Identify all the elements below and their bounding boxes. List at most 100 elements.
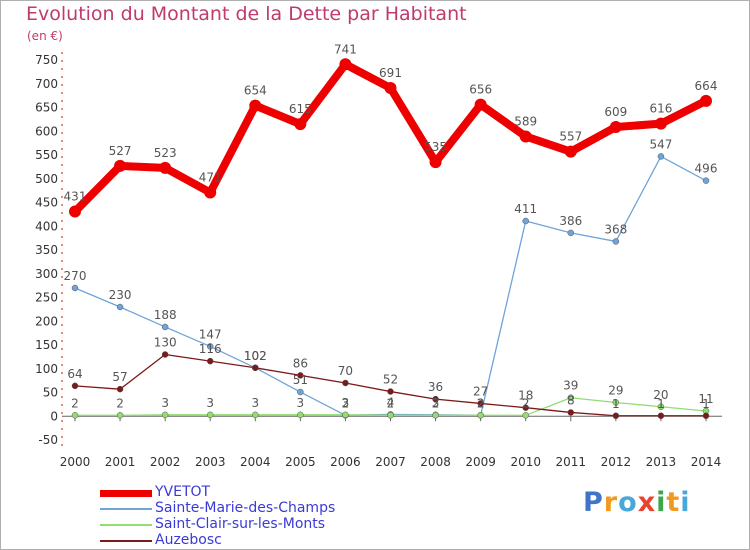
legend-label-saint-clair: Saint-Clair-sur-les-Monts [155,516,326,532]
data-point-auzebosc [297,372,304,379]
y-tick-label: 500 [35,172,58,186]
x-tick-label: 2012 [601,455,632,469]
data-label-sainte-marie-des-champs: 386 [559,214,582,228]
data-label-auzebosc: 52 [383,373,398,387]
y-tick-label: 750 [35,53,58,67]
data-point-sainte-marie-des-champs [567,229,575,237]
legend-swatch-yvetot [100,490,152,497]
data-label-auzebosc: 1 [657,397,665,411]
brand-letter: r [603,487,619,518]
y-tick-label: 350 [35,243,58,257]
y-tick-label: 650 [35,101,58,115]
data-label-sainte-marie-des-champs: 547 [649,137,672,151]
data-label-auzebosc: 1 [702,397,710,411]
data-label-auzebosc: 8 [567,393,575,407]
x-tick-label: 2008 [420,455,451,469]
data-point-saint-clair-sur-les-monts [342,411,349,419]
data-label-yvetot: 615 [289,102,312,116]
data-label-sainte-marie-des-champs: 4 [387,395,395,409]
data-label-saint-clair-sur-les-monts: 3 [297,396,305,410]
data-point-sainte-marie-des-champs [657,153,665,160]
brand-letter: i [656,487,667,518]
data-label-saint-clair-sur-les-monts: 2 [71,396,79,410]
data-point-auzebosc [477,400,484,407]
data-label-yvetot: 523 [154,146,177,160]
data-point-auzebosc [252,364,259,372]
data-point-yvetot [654,117,667,130]
x-tick-label: 2013 [646,455,677,469]
legend-item-sainte-marie: Sainte-Marie-des-Champs [100,500,420,517]
data-point-yvetot [564,145,577,158]
y-tick-label: 550 [35,148,58,162]
data-label-yvetot: 471 [199,171,222,185]
data-label-yvetot: 691 [379,66,402,80]
x-tick-label: 2011 [556,455,587,469]
data-point-yvetot [339,58,352,71]
x-tick-label: 2002 [150,455,181,469]
data-label-saint-clair-sur-les-monts: 11 [698,392,713,406]
legend-swatch-auzebosc [100,540,152,542]
data-label-sainte-marie-des-champs: 2 [342,396,350,410]
y-tick-label: 200 [35,314,58,328]
chart-axes: -50 0 50 100 150 200 250 300 350 400 450 500 550 600 6… [35,52,722,469]
data-point-saint-clair-sur-les-monts [71,412,79,419]
data-point-saint-clair-sur-les-monts [116,412,124,419]
data-label-sainte-marie-des-champs: 2 [477,396,485,410]
data-point-yvetot [114,159,127,172]
data-label-sainte-marie-des-champs: 496 [695,162,718,176]
legend-item-auzebosc: Auzebosc [100,532,420,549]
data-label-yvetot: 535 [424,140,447,154]
data-point-auzebosc [612,412,620,420]
data-point-auzebosc [206,357,214,365]
x-tick-label: 2005 [285,455,316,469]
data-label-sainte-marie-des-champs: 51 [293,373,308,387]
data-point-saint-clair-sur-les-monts [387,412,394,419]
brand-letter: P [583,487,604,518]
data-point-saint-clair-sur-les-monts [432,412,439,419]
data-label-sainte-marie-des-champs: 270 [64,269,87,283]
data-label-yvetot: 431 [64,190,87,204]
x-tick-label: 2004 [240,455,271,469]
data-point-sainte-marie-des-champs [116,303,124,311]
data-point-auzebosc [567,409,575,416]
data-point-auzebosc [161,351,169,358]
data-point-yvetot [700,94,712,107]
data-point-sainte-marie-des-champs [161,323,169,331]
x-tick-label: 2003 [195,455,226,469]
data-point-sainte-marie-des-champs [71,284,79,292]
data-label-auzebosc: 57 [112,370,127,384]
data-point-yvetot [384,82,397,95]
brand-letter: i [680,487,691,518]
data-point-auzebosc [432,395,439,403]
data-label-saint-clair-sur-les-monts: 2 [116,396,124,410]
data-label-auzebosc: 1 [612,397,620,411]
legend-label-yvetot: YVETOT [155,484,211,500]
y-tick-label: 600 [35,124,58,138]
data-point-yvetot [429,156,442,169]
data-point-auzebosc [71,382,79,390]
data-label-yvetot: 664 [695,79,718,93]
data-label-auzebosc: 36 [428,380,443,394]
x-tick-label: 2014 [691,455,722,469]
x-tick-label: 2000 [60,455,91,469]
data-label-yvetot: 656 [469,83,492,97]
data-label-saint-clair-sur-les-monts: 3 [342,396,350,410]
data-label-saint-clair-sur-les-monts: 3 [161,396,169,410]
data-point-saint-clair-sur-les-monts [206,411,214,419]
y-tick-label: 400 [35,219,58,233]
data-point-auzebosc [387,388,394,395]
legend-item-saint-clair: Saint-Clair-sur-les-Monts [100,516,420,533]
legend-label-auzebosc: Auzebosc [155,532,222,548]
data-label-auzebosc: 116 [199,342,222,356]
x-tick-label: 2006 [330,455,361,469]
data-label-sainte-marie-des-champs: 188 [154,308,177,322]
data-point-auzebosc [702,412,710,420]
data-label-saint-clair-sur-les-monts: 39 [563,379,578,393]
y-tick-label: 700 [35,77,58,91]
x-tick-label: 2007 [375,455,406,469]
data-label-saint-clair-sur-les-monts: 3 [251,396,259,410]
x-tick-label: 2001 [105,455,136,469]
data-label-saint-clair-sur-les-monts: 2 [477,396,485,410]
